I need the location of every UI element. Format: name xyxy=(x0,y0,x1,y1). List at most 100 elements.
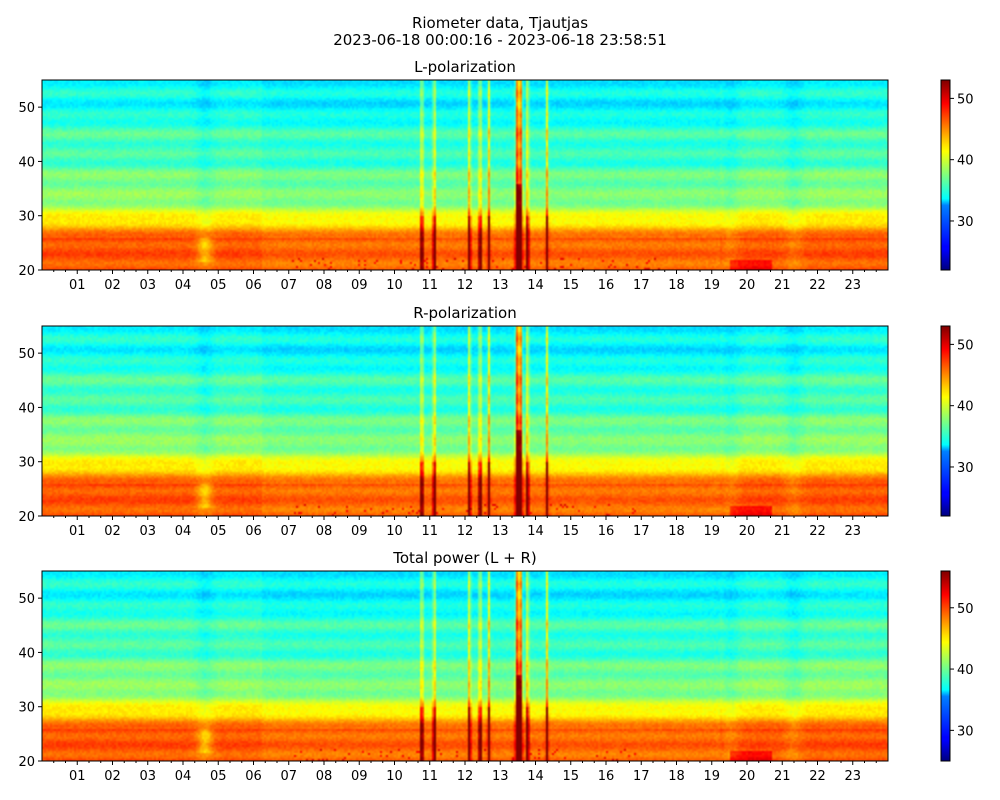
x-tick-label: 10 xyxy=(386,278,403,293)
x-tick-label: 01 xyxy=(69,524,86,539)
x-tick-label: 14 xyxy=(527,769,544,784)
y-tick-label: 20 xyxy=(18,755,35,770)
y-tick-label: 20 xyxy=(18,264,35,279)
x-tick-label: 01 xyxy=(69,278,86,293)
x-tick-label: 12 xyxy=(457,278,474,293)
x-tick-label: 07 xyxy=(280,524,297,539)
x-tick-label: 04 xyxy=(175,278,192,293)
x-tick-label: 20 xyxy=(739,769,756,784)
y-tick-label: 40 xyxy=(18,155,35,170)
colorbar-tick-label: 30 xyxy=(957,461,974,476)
x-tick-label: 02 xyxy=(104,524,121,539)
colorbar-tick-label: 40 xyxy=(957,663,974,678)
y-tick-label: 30 xyxy=(18,701,35,716)
x-tick-label: 18 xyxy=(668,769,685,784)
y-tick-label: 50 xyxy=(18,347,35,362)
x-tick-label: 13 xyxy=(492,769,509,784)
y-tick-label: 50 xyxy=(18,101,35,116)
x-tick-label: 01 xyxy=(69,769,86,784)
panel-title: Total power (L + R) xyxy=(392,549,537,567)
x-tick-label: 03 xyxy=(139,769,156,784)
x-tick-label: 22 xyxy=(809,278,826,293)
x-tick-label: 06 xyxy=(245,524,262,539)
x-tick-label: 11 xyxy=(421,769,438,784)
colorbar-tick-label: 30 xyxy=(957,724,974,739)
panel-title: L-polarization xyxy=(414,58,516,76)
x-tick-label: 07 xyxy=(280,769,297,784)
y-tick-label: 30 xyxy=(18,456,35,471)
x-tick-label: 17 xyxy=(633,278,650,293)
colorbar-tick-label: 40 xyxy=(957,400,974,415)
x-tick-label: 02 xyxy=(104,278,121,293)
y-tick-label: 30 xyxy=(18,210,35,225)
x-tick-label: 15 xyxy=(562,524,579,539)
x-tick-label: 07 xyxy=(280,278,297,293)
colorbar xyxy=(941,326,950,516)
x-tick-label: 10 xyxy=(386,769,403,784)
x-tick-label: 18 xyxy=(668,524,685,539)
colorbar-frame xyxy=(940,570,951,762)
figure-title-line-2: 2023-06-18 00:00:16 - 2023-06-18 23:58:5… xyxy=(333,31,667,49)
colorbar-frame xyxy=(940,79,951,271)
x-tick-label: 08 xyxy=(316,278,333,293)
x-tick-label: 09 xyxy=(351,524,368,539)
colorbar-tick-label: 50 xyxy=(957,338,974,353)
y-tick-label: 50 xyxy=(18,592,35,607)
x-tick-label: 12 xyxy=(457,769,474,784)
x-tick-label: 19 xyxy=(703,278,720,293)
x-tick-label: 09 xyxy=(351,278,368,293)
x-tick-label: 08 xyxy=(316,524,333,539)
x-tick-label: 21 xyxy=(774,278,791,293)
y-tick-label: 40 xyxy=(18,646,35,661)
colorbar-tick-label: 30 xyxy=(957,215,974,230)
x-tick-label: 19 xyxy=(703,769,720,784)
x-tick-label: 20 xyxy=(739,524,756,539)
x-tick-label: 03 xyxy=(139,524,156,539)
colorbar-tick-label: 50 xyxy=(957,602,974,617)
panels-group: L-polarization 20 30 40 50 01 02 03 04 05 06 07 08 09… xyxy=(18,58,973,784)
x-tick-label: 13 xyxy=(492,524,509,539)
x-tick-label: 23 xyxy=(844,524,861,539)
x-tick-label: 04 xyxy=(175,524,192,539)
x-tick-label: 21 xyxy=(774,524,791,539)
spectrogram-image xyxy=(42,326,888,516)
x-tick-label: 17 xyxy=(633,769,650,784)
x-tick-label: 14 xyxy=(527,278,544,293)
panel-title: R-polarization xyxy=(413,304,516,322)
x-tick-label: 13 xyxy=(492,278,509,293)
x-tick-label: 14 xyxy=(527,524,544,539)
colorbar xyxy=(941,80,950,270)
spectrogram-image xyxy=(42,80,888,270)
y-tick-label: 20 xyxy=(18,510,35,525)
x-tick-label: 23 xyxy=(844,278,861,293)
x-tick-label: 05 xyxy=(210,278,227,293)
x-tick-label: 09 xyxy=(351,769,368,784)
y-tick-label: 40 xyxy=(18,401,35,416)
x-tick-label: 22 xyxy=(809,769,826,784)
x-tick-label: 11 xyxy=(421,278,438,293)
spectrogram-image xyxy=(42,571,888,761)
x-tick-label: 05 xyxy=(210,524,227,539)
x-tick-label: 06 xyxy=(245,278,262,293)
x-tick-label: 16 xyxy=(598,524,615,539)
x-tick-label: 05 xyxy=(210,769,227,784)
colorbar xyxy=(941,571,950,761)
x-tick-label: 16 xyxy=(598,278,615,293)
x-tick-label: 22 xyxy=(809,524,826,539)
x-tick-label: 03 xyxy=(139,278,156,293)
colorbar-tick-label: 40 xyxy=(957,154,974,169)
x-tick-label: 20 xyxy=(739,278,756,293)
x-tick-label: 16 xyxy=(598,769,615,784)
x-tick-label: 18 xyxy=(668,278,685,293)
colorbar-tick-label: 50 xyxy=(957,92,974,107)
x-tick-label: 23 xyxy=(844,769,861,784)
x-tick-label: 12 xyxy=(457,524,474,539)
spectrogram-canvas xyxy=(42,80,888,270)
colorbar-frame xyxy=(940,325,951,517)
x-tick-label: 21 xyxy=(774,769,791,784)
spectrogram-canvas xyxy=(42,326,888,516)
x-tick-label: 06 xyxy=(245,769,262,784)
x-tick-label: 19 xyxy=(703,524,720,539)
spectrogram-canvas xyxy=(42,571,888,761)
